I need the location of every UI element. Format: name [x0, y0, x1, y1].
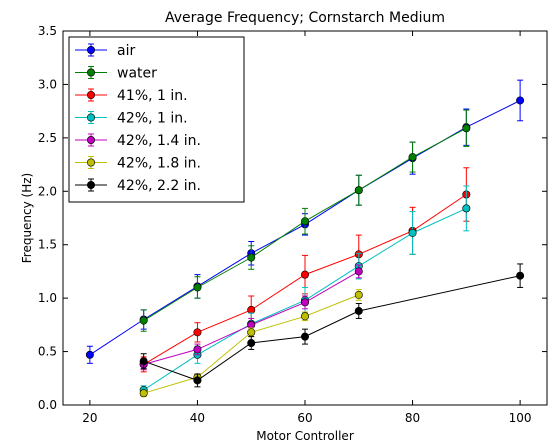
data-point [139, 316, 148, 325]
series-1 [139, 109, 471, 332]
x-tick-label: 40 [190, 411, 205, 425]
legend-item: 42%, 1.8 in. [75, 156, 201, 172]
y-tick-label: 2.5 [38, 131, 57, 145]
y-tick-label: 3.5 [38, 24, 57, 38]
data-point [516, 271, 525, 280]
legend: air water 41%, 1 in. 42%, 1 in. 42%, 1.4 in.… [68, 36, 245, 203]
data-point [300, 270, 309, 279]
data-point [516, 96, 525, 105]
data-point [247, 320, 256, 329]
data-point [193, 376, 202, 385]
legend-label: 42%, 2.2 in. [117, 178, 201, 194]
legend-label: air [117, 43, 135, 59]
data-point [408, 153, 417, 162]
legend-label: 42%, 1.4 in. [117, 133, 201, 149]
legend-item: 42%, 2.2 in. [75, 178, 201, 194]
data-point [85, 350, 94, 359]
series-6 [139, 263, 525, 388]
data-point [247, 253, 256, 262]
legend-marker [87, 158, 96, 167]
data-point [354, 186, 363, 195]
x-tick-label: 60 [297, 411, 312, 425]
data-point [300, 312, 309, 321]
y-axis-label: Frequency (Hz) [20, 173, 34, 264]
y-tick-label: 1.0 [38, 291, 57, 305]
chart-title: Average Frequency; Cornstarch Medium [165, 10, 445, 26]
data-point [193, 328, 202, 337]
legend-frame [68, 36, 245, 203]
legend-item: 42%, 1 in. [75, 111, 188, 127]
y-tick-label: 0.5 [38, 345, 57, 359]
data-point [139, 389, 148, 398]
data-point [247, 339, 256, 348]
y-tick-label: 1.5 [38, 238, 57, 252]
x-tick-label: 80 [405, 411, 420, 425]
x-tick-label: 20 [82, 411, 97, 425]
y-tick-label: 3.0 [38, 77, 57, 91]
legend-label: 42%, 1.8 in. [117, 156, 201, 172]
legend-marker [87, 136, 96, 145]
legend-marker [87, 91, 96, 100]
data-point [354, 267, 363, 276]
data-point [193, 345, 202, 354]
legend-item: air [75, 43, 135, 59]
y-tick-label: 0.0 [38, 398, 57, 412]
data-point [462, 204, 471, 213]
legend-item: 42%, 1.4 in. [75, 133, 201, 149]
legend-label: 41%, 1 in. [117, 88, 188, 104]
legend-marker [87, 113, 96, 122]
data-point [462, 124, 471, 133]
data-point [354, 306, 363, 315]
legend-item: 41%, 1 in. [75, 88, 188, 104]
data-point [193, 283, 202, 292]
data-point [408, 228, 417, 237]
data-point [247, 328, 256, 337]
legend-item: water [75, 66, 157, 82]
legend-label: 42%, 1 in. [117, 111, 188, 127]
series-4 [139, 264, 363, 371]
data-point [139, 357, 148, 366]
data-point [300, 298, 309, 307]
series-line [143, 275, 521, 381]
x-axis-label: Motor Controller [256, 429, 354, 443]
data-point [300, 217, 309, 226]
legend-marker [87, 181, 96, 190]
data-point [247, 305, 256, 314]
legend-marker [87, 68, 96, 77]
x-tick-label: 100 [509, 411, 532, 425]
y-tick-label: 2.0 [38, 184, 57, 198]
data-point [300, 332, 309, 341]
legend-label: water [117, 66, 157, 82]
data-point [354, 290, 363, 299]
legend-marker [87, 45, 96, 54]
